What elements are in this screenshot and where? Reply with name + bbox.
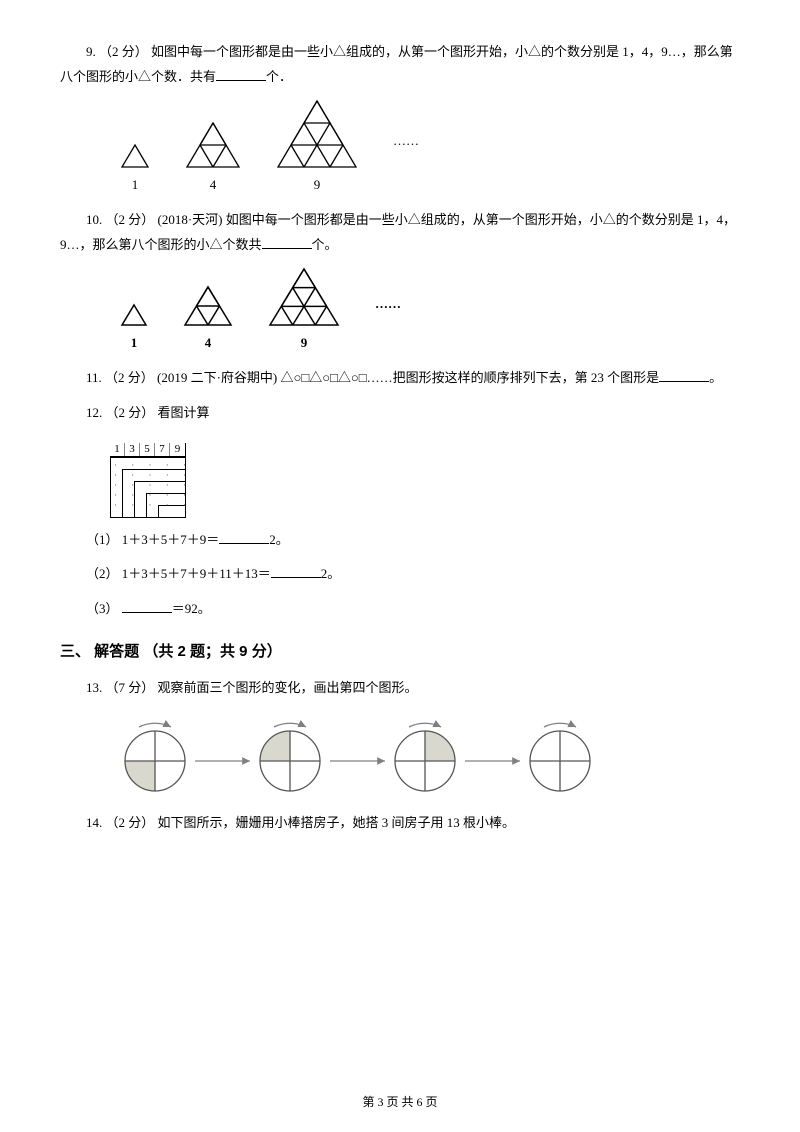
- q12-2a: （2） 1＋3＋5＋7＋9＋11＋13＝: [86, 566, 271, 581]
- dots-header: 1 3 5 7 9: [110, 443, 185, 457]
- circles-sequence-icon: [110, 711, 630, 801]
- q10-suffix: 个。: [312, 237, 338, 252]
- q11-blank: [659, 369, 709, 382]
- q9-text: 9. （2 分） 如图中每一个图形都是由一些小△组成的，从第一个图形开始，小△的…: [60, 40, 740, 89]
- q10-blank: [262, 236, 312, 249]
- triangle-1b-icon: [120, 303, 148, 327]
- cap-9: 9: [314, 173, 321, 198]
- hdr-7: 7: [155, 443, 170, 456]
- q11-text: 11. （2 分） (2019 二下·府谷期中) △○□△○□△○□……把图形按…: [60, 366, 740, 391]
- q12-3-blank: [122, 600, 172, 613]
- cap-9b: 9: [301, 331, 308, 356]
- cap-1b: 1: [131, 331, 138, 356]
- q10-dots: ……: [375, 292, 401, 332]
- q12-1b: 2。: [269, 532, 289, 547]
- q12-3: （3） ＝92。: [86, 597, 740, 622]
- q10-figure: 1 4 9 ……: [120, 267, 740, 356]
- cap-4b: 4: [205, 331, 212, 356]
- q9-blank: [216, 68, 266, 81]
- q12-1: （1） 1＋3＋5＋7＋9＝ 2。: [86, 528, 740, 553]
- triangle-4b-icon: [183, 285, 233, 327]
- q12-2: （2） 1＋3＋5＋7＋9＋11＋13＝ 2。: [86, 562, 740, 587]
- page-footer: 第 3 页 共 6 页: [0, 1091, 800, 1114]
- q12-2b: 2。: [321, 566, 341, 581]
- triangle-4-icon: [185, 121, 241, 169]
- q12-3a: （3）: [86, 601, 122, 616]
- q12-1-blank: [219, 531, 269, 544]
- hdr-5: 5: [140, 443, 155, 456]
- q13-figure: [110, 711, 740, 801]
- q12-2-blank: [271, 565, 321, 578]
- q9-suffix: 个．: [266, 69, 292, 84]
- q9-dots: ……: [393, 129, 419, 169]
- q13-text: 13. （7 分） 观察前面三个图形的变化，画出第四个图形。: [60, 676, 740, 701]
- hdr-9: 9: [170, 443, 185, 456]
- q10-body: 10. （2 分） (2018·天河) 如图中每一个图形都是由一些小△组成的，从…: [60, 212, 736, 252]
- q14-text: 14. （2 分） 如下图所示，姗姗用小棒搭房子，她搭 3 间房子用 13 根小…: [60, 811, 740, 836]
- hdr-3: 3: [125, 443, 140, 456]
- q12-1a: （1） 1＋3＋5＋7＋9＝: [86, 532, 219, 547]
- triangle-9b-icon: [268, 267, 340, 327]
- hdr-1: 1: [110, 443, 125, 456]
- cap-4: 4: [210, 173, 217, 198]
- q11-suffix: 。: [709, 370, 722, 385]
- q11-body: 11. （2 分） (2019 二下·府谷期中) △○□△○□△○□……把图形按…: [86, 370, 659, 385]
- q12-text: 12. （2 分） 看图计算: [60, 401, 740, 426]
- triangle-9-icon: [276, 99, 358, 169]
- q9-figure: 1 4 9 ……: [120, 99, 740, 198]
- section-3-heading: 三、 解答题 （共 2 题；共 9 分）: [60, 638, 740, 667]
- triangle-1-icon: [120, 143, 150, 169]
- q12-figure: 1 3 5 7 9 · · · · ·· · · · ·· · · · ·· ·…: [110, 436, 740, 518]
- cap-1: 1: [132, 173, 139, 198]
- q10-text: 10. （2 分） (2018·天河) 如图中每一个图形都是由一些小△组成的，从…: [60, 208, 740, 257]
- q9-body: 9. （2 分） 如图中每一个图形都是由一些小△组成的，从第一个图形开始，小△的…: [60, 44, 733, 84]
- q12-3b: ＝92。: [172, 601, 211, 616]
